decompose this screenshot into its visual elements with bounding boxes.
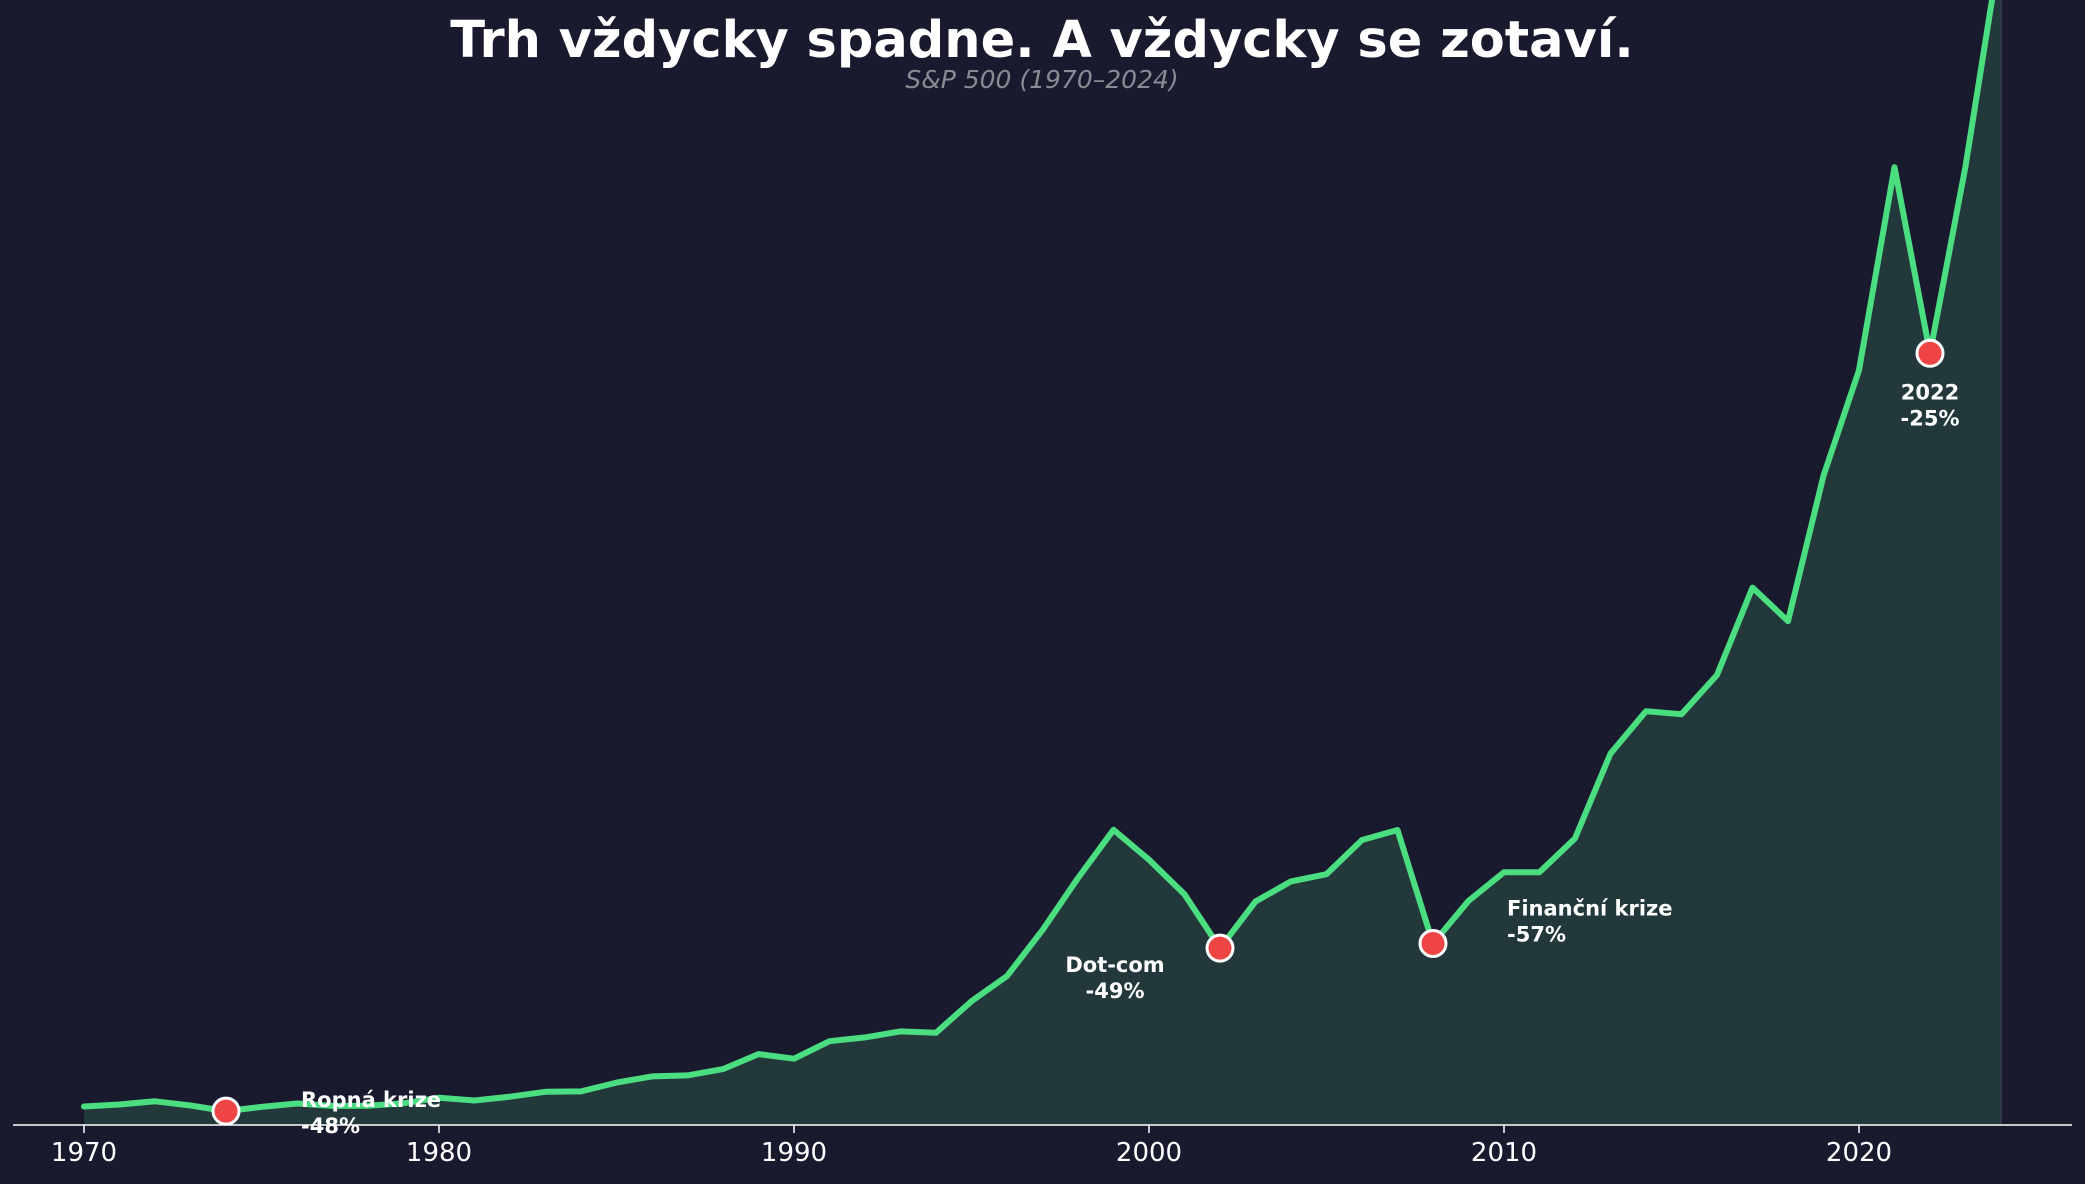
x-tick-label: 2020 [1826,1138,1892,1168]
crash-marker [211,1096,241,1126]
annotation-value: -49% [1086,979,1145,1003]
chart-title: Trh vždycky spadne. A vždycky se zotaví. [450,11,1633,70]
annotations: Ropná krize-48% Dot-com-49% Finanční krize… [211,338,1960,1138]
series-line [81,0,1996,1115]
x-tick-label: 1990 [761,1138,827,1168]
annotation-value: -57% [1507,923,1566,947]
x-tick-label: 1980 [406,1138,472,1168]
annotation-label: Ropná krize [301,1088,441,1112]
annotation-label: Dot-com [1065,953,1164,977]
crash-marker [1205,933,1235,963]
annotation-value: -48% [301,1114,360,1138]
x-tick-label: 2010 [1471,1138,1537,1168]
crash-marker [1418,929,1448,959]
crash-marker [1915,338,1945,368]
x-tick-label: 1970 [51,1138,117,1168]
annotation-label: Finanční krize [1507,897,1673,921]
x-axis: 1970 1980 1990 2000 2010 2020 [13,1124,2072,1168]
annotation-label: 2022 [1901,380,1959,404]
plot-area [81,0,2002,1125]
area-fill [84,0,2001,1125]
annotation-value: -25% [1901,406,1960,430]
x-tick-label: 2000 [1116,1138,1182,1168]
chart-subtitle: S&P 500 (1970–2024) [905,65,1178,94]
